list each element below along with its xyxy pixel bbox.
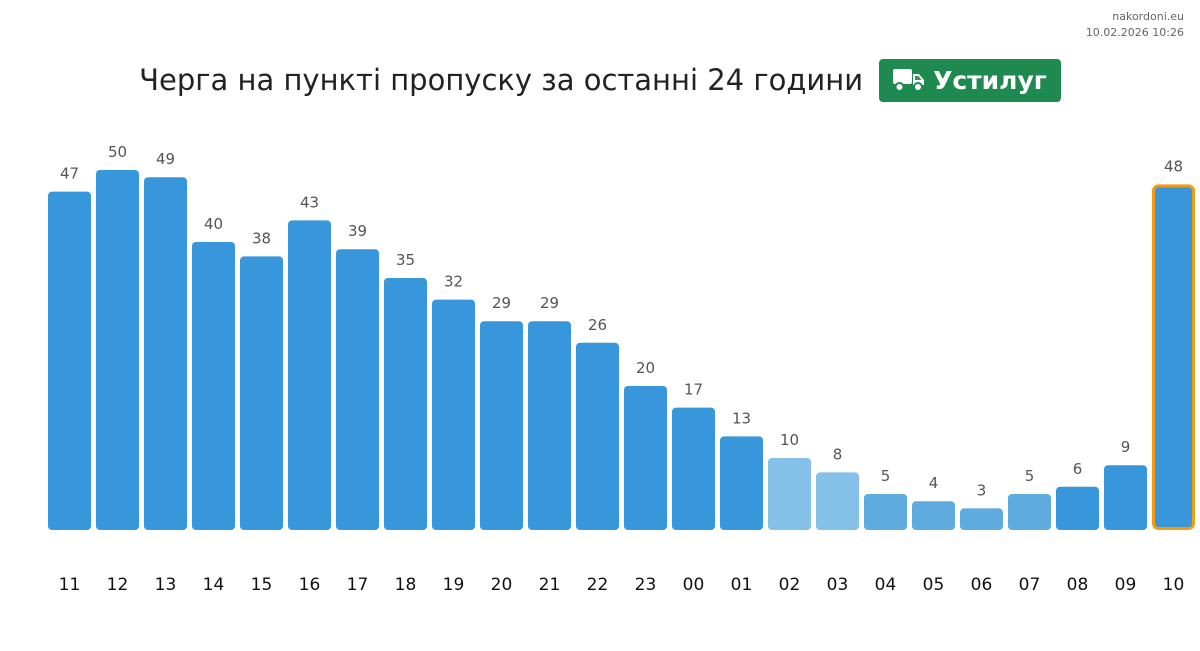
- source-site: nakordoni.eu: [1112, 10, 1184, 23]
- bar-00: [672, 407, 715, 530]
- value-label-12: 50: [108, 143, 127, 161]
- x-tick-label-23: 23: [635, 575, 657, 595]
- value-label-19: 32: [444, 273, 463, 291]
- bar-22: [576, 342, 619, 530]
- x-tick-label-09: 09: [1115, 575, 1137, 595]
- value-label-10: 48: [1164, 157, 1183, 175]
- bar-09: [1104, 465, 1147, 530]
- source-timestamp: 10.02.2026 10:26: [1085, 26, 1184, 39]
- value-label-02: 10: [780, 431, 799, 449]
- checkpoint-badge: Устилуг: [879, 58, 1061, 102]
- bar-16: [288, 220, 331, 530]
- bar-10: [1152, 184, 1195, 530]
- value-label-03: 8: [833, 445, 843, 463]
- x-tick-label-02: 02: [779, 575, 801, 595]
- value-label-11: 47: [60, 165, 79, 183]
- x-tick-label-19: 19: [443, 575, 465, 595]
- value-label-05: 4: [929, 474, 939, 492]
- value-label-17: 39: [348, 222, 367, 240]
- x-tick-label-07: 07: [1019, 575, 1041, 595]
- value-label-00: 17: [684, 381, 703, 399]
- bar-12: [96, 170, 139, 530]
- source-info: nakordoni.eu 10.02.2026 10:26: [1086, 9, 1184, 41]
- checkpoint-name: Устилуг: [933, 65, 1047, 95]
- bar-06: [960, 508, 1003, 530]
- bar-03: [816, 472, 859, 530]
- value-label-23: 20: [636, 359, 655, 377]
- bar-07: [1008, 494, 1051, 530]
- bar-19: [432, 299, 475, 530]
- bar-18: [384, 278, 427, 530]
- value-label-13: 49: [156, 150, 175, 168]
- bar-13: [144, 177, 187, 530]
- bar-11: [48, 191, 91, 530]
- x-tick-label-16: 16: [299, 575, 321, 595]
- bar-14: [192, 242, 235, 530]
- x-tick-label-20: 20: [491, 575, 513, 595]
- value-label-18: 35: [396, 251, 415, 269]
- value-label-01: 13: [732, 409, 751, 427]
- value-label-07: 5: [1025, 467, 1035, 485]
- x-tick-label-05: 05: [923, 575, 945, 595]
- chart-header: Черга на пункті пропуску за останні 24 г…: [0, 58, 1200, 102]
- value-label-21: 29: [540, 294, 559, 312]
- bar-05: [912, 501, 955, 530]
- value-label-14: 40: [204, 215, 223, 233]
- bar-08: [1056, 486, 1099, 530]
- x-tick-label-06: 06: [971, 575, 993, 595]
- x-tick-label-08: 08: [1067, 575, 1089, 595]
- value-label-22: 26: [588, 316, 607, 334]
- value-label-16: 43: [300, 193, 319, 211]
- x-tick-label-12: 12: [107, 575, 129, 595]
- value-label-15: 38: [252, 229, 271, 247]
- bar-01: [720, 436, 763, 530]
- x-tick-label-00: 00: [683, 575, 705, 595]
- value-label-09: 9: [1121, 438, 1131, 456]
- bar-21: [528, 321, 571, 530]
- x-tick-label-04: 04: [875, 575, 897, 595]
- bar-23: [624, 386, 667, 530]
- bars-group: [48, 170, 1195, 530]
- x-tick-label-15: 15: [251, 575, 273, 595]
- x-tick-label-18: 18: [395, 575, 417, 595]
- chart-title: Черга на пункті пропуску за останні 24 г…: [139, 63, 864, 97]
- x-tick-label-22: 22: [587, 575, 609, 595]
- bar-04: [864, 494, 907, 530]
- bar-02: [768, 458, 811, 530]
- value-label-08: 6: [1073, 460, 1083, 478]
- x-tick-label-13: 13: [155, 575, 177, 595]
- value-label-04: 5: [881, 467, 891, 485]
- value-label-06: 3: [977, 481, 987, 499]
- x-tick-label-17: 17: [347, 575, 369, 595]
- bar-20: [480, 321, 523, 530]
- truck-icon: [893, 69, 925, 92]
- x-tick-label-21: 21: [539, 575, 561, 595]
- bar-15: [240, 256, 283, 530]
- bar-17: [336, 249, 379, 530]
- x-tick-label-03: 03: [827, 575, 849, 595]
- x-tick-label-01: 01: [731, 575, 753, 595]
- x-tick-label-11: 11: [59, 575, 81, 595]
- x-axis-labels: 11 12 13 14 15 16 17 18 19 20 21 22 23 00 01 02 03 04 05 06…: [59, 575, 1185, 595]
- x-tick-label-10: 10: [1163, 575, 1185, 595]
- x-tick-label-14: 14: [203, 575, 225, 595]
- value-label-20: 29: [492, 294, 511, 312]
